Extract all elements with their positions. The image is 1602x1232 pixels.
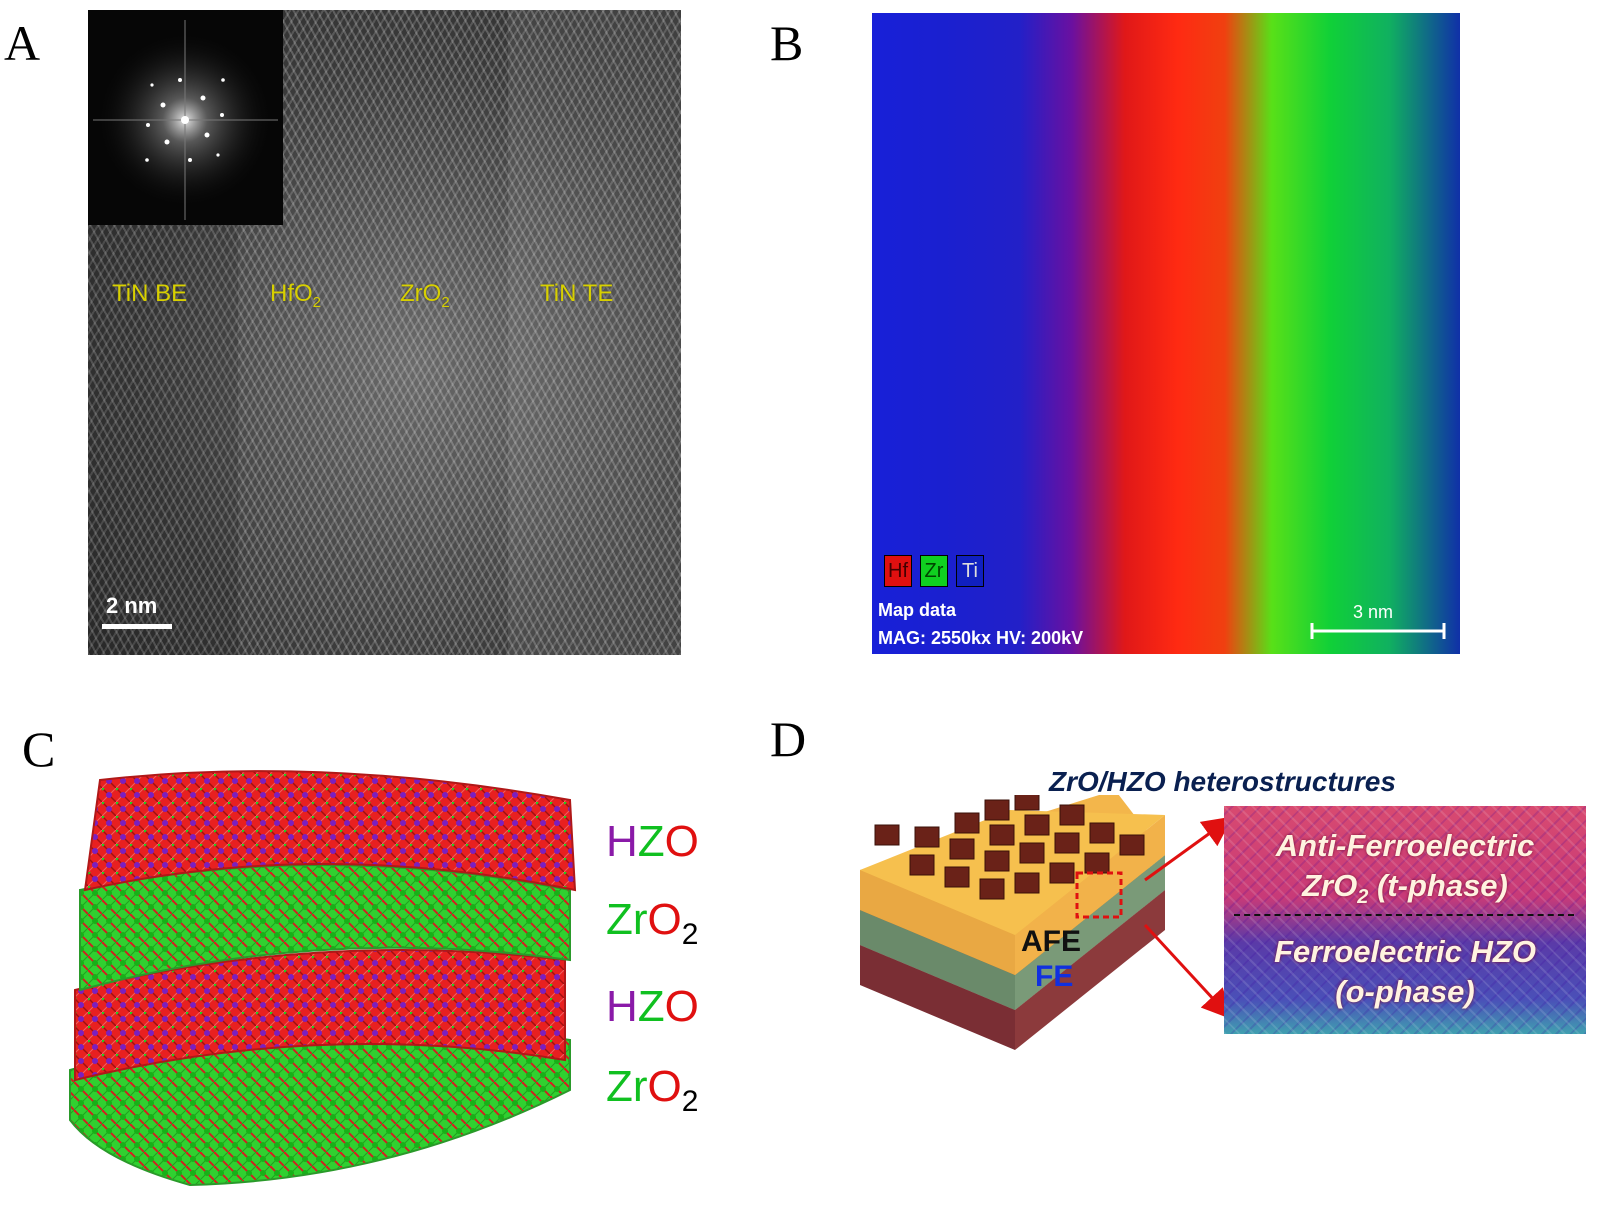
box-line-ferroelectric-hzo: Ferroelectric HZO (1274, 934, 1536, 969)
layer-label-zro2-1: ZrO2 (606, 895, 699, 951)
phase-divider (1234, 914, 1574, 916)
eds-map: Hf Zr Ti Map data MAG: 2550kx HV: 200kV … (872, 13, 1460, 654)
legend-hf: Hf (884, 555, 912, 587)
zoom-arrows (1143, 816, 1233, 1020)
atomic-stack-model (69, 770, 577, 1187)
panel-label-a: A (4, 15, 41, 71)
scale-bar-a (102, 624, 172, 629)
zoomed-crystal-view: Anti-Ferroelectric ZrO2 (t-phase) Ferroe… (1224, 806, 1586, 1034)
scale-bar-label-b: 3 nm (1353, 602, 1394, 622)
label-tin-te: TiN TE (540, 280, 614, 307)
fe-label: FE (1035, 960, 1074, 993)
scale-bar-label-a: 2 nm (106, 593, 158, 618)
mag-info: MAG: 2550kx HV: 200kV (878, 628, 1084, 648)
legend-zr: Zr (920, 555, 948, 587)
layer-label-zro2-2: ZrO2 (606, 1062, 699, 1118)
tin-te-region (508, 10, 681, 655)
device-schematic (860, 795, 1165, 1050)
layer-label-hzo-2: HZO (606, 982, 699, 1031)
map-data-label: Map data (878, 600, 957, 620)
box-line-o-phase: (o-phase) (1335, 974, 1475, 1009)
afe-label: AFE (1021, 925, 1081, 958)
legend-ti: Ti (956, 555, 984, 587)
label-tin-be: TiN BE (112, 280, 188, 307)
scale-bar-b (1310, 623, 1446, 639)
panel-label-d: D (770, 711, 807, 767)
hrtem-image: TiN BE HfO2 ZrO2 TiN TE 2 nm (88, 10, 681, 655)
layer-label-hzo-1: HZO (606, 817, 699, 866)
label-zro2: ZrO2 (400, 280, 450, 311)
box-line-anti-ferroelectric: Anti-Ferroelectric (1275, 828, 1535, 863)
fft-inset (88, 10, 283, 225)
panel-label-c: C (22, 721, 56, 777)
heterostructure-title: ZrO/HZO heterostructures (1049, 766, 1396, 797)
label-hfo2: HfO2 (270, 280, 322, 311)
panel-label-b: B (770, 15, 804, 71)
box-line-zro2-t-phase: ZrO2 (t-phase) (1302, 868, 1508, 909)
